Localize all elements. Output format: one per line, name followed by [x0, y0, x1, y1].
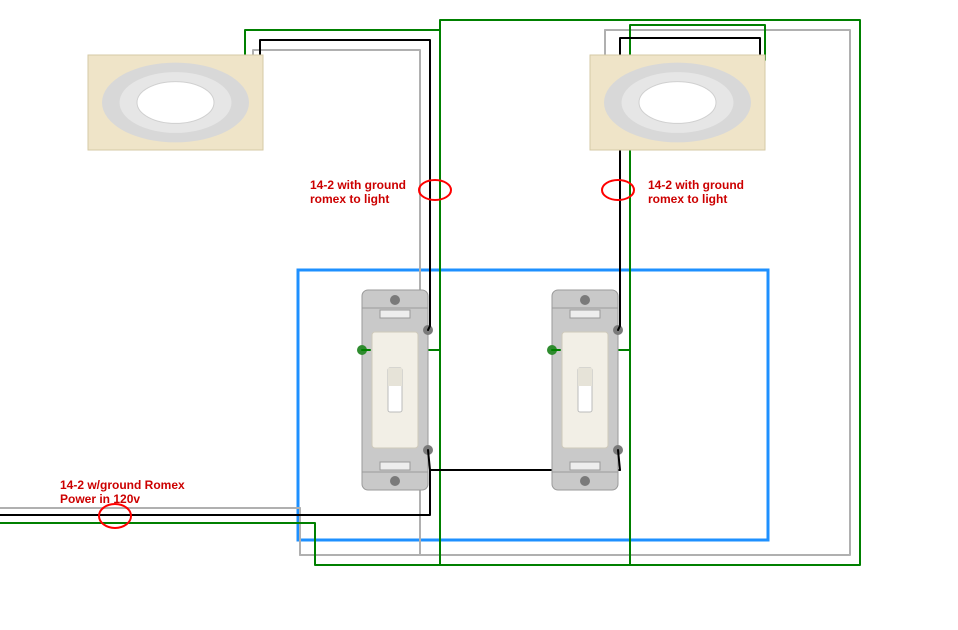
- light-switch-right: [547, 290, 623, 490]
- light-switch-left: [357, 290, 433, 490]
- recessed-light-left: [88, 55, 263, 150]
- marker-left-romex: [419, 180, 451, 200]
- label-left-romex: 14-2 with ground romex to light: [310, 178, 406, 207]
- recessed-light-right: [590, 55, 765, 150]
- label-power-in: 14-2 w/ground Romex Power in 120v: [60, 478, 185, 507]
- label-right-romex: 14-2 with ground romex to light: [648, 178, 744, 207]
- wiring-diagram: [0, 0, 958, 630]
